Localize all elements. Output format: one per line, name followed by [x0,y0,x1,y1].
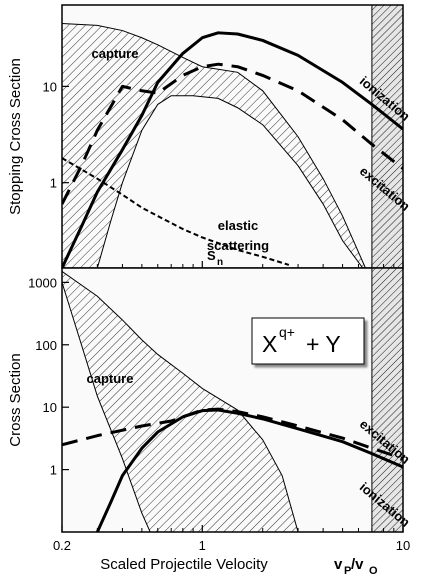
series-line [62,157,290,266]
x-axis-unit: O [369,565,378,577]
annotation: n [217,257,223,268]
y-tick-label: 1 [50,176,57,191]
plot-area [62,268,403,532]
box-label: X [262,331,277,357]
y-tick-label: 1000 [28,275,57,290]
x-tick-label: 1 [199,538,206,553]
series-line [62,62,403,205]
annotation: capture [92,46,139,61]
x-axis-label: Scaled Projectile Velocity [100,556,268,573]
box-label-sup: q+ [279,324,295,340]
x-axis-unit: v [334,556,343,573]
y-tick-label: 10 [43,400,57,415]
annotation: scattering [207,238,269,253]
plot-frame [61,267,404,533]
annotation: capture [87,371,134,386]
capture-fill [62,271,299,532]
x-tick-label: 0.2 [53,538,71,553]
y-tick-label: 1 [50,463,57,478]
capture-boundary [62,270,299,532]
x-tick-label: 10 [396,538,410,553]
y-tick-label: 10 [43,79,57,94]
shaded-region [371,268,403,532]
x-axis-unit: P [344,565,351,577]
plot-area [62,5,403,268]
capture-fill [62,23,366,268]
capture-boundary [62,22,366,268]
y-axis-label: Cross Section [7,353,24,446]
y-tick-label: 100 [35,338,57,353]
annotation: S [207,248,216,263]
x-axis-unit: /v [351,556,364,573]
series-line [62,31,403,268]
label-box [251,317,365,365]
shaded-region [371,5,403,268]
box-label: + Y [306,331,341,357]
y-axis-label: Stopping Cross Section [7,58,24,215]
capture-boundary [62,282,151,532]
capture-boundary [96,95,364,268]
annotation: elastic [218,218,258,233]
series-line [62,407,403,461]
